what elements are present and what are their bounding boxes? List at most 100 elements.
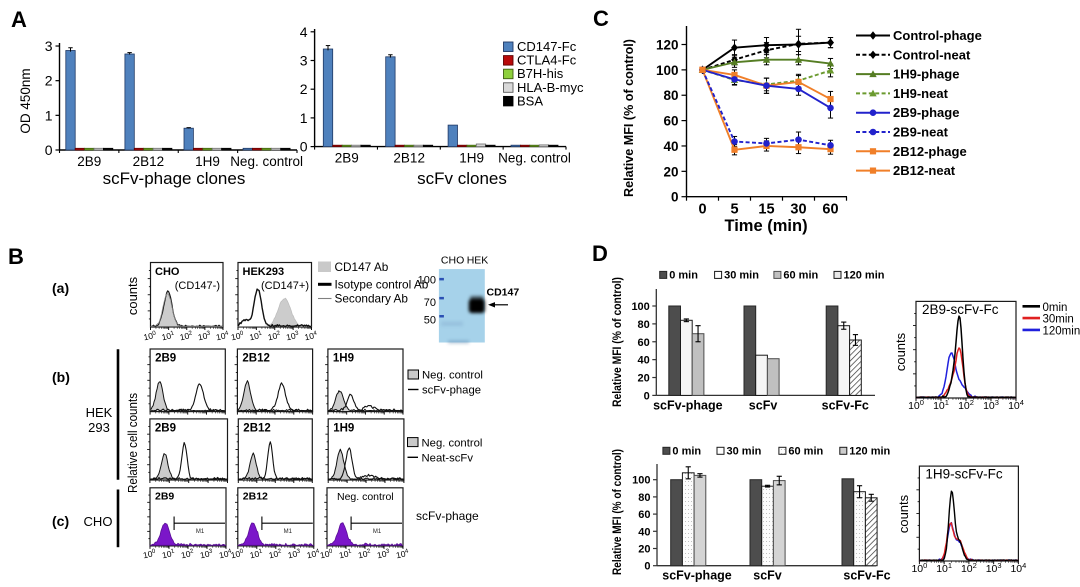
svg-text:1H9-scFv-Fc: 1H9-scFv-Fc (925, 467, 1002, 482)
svg-text:103: 103 (285, 329, 300, 342)
svg-text:Neg. control: Neg. control (498, 151, 571, 166)
svg-text:Secondary Ab: Secondary Ab (335, 292, 409, 306)
svg-text:scFv-phage: scFv-phage (653, 399, 723, 413)
svg-text:100: 100 (142, 329, 157, 342)
svg-text:0: 0 (300, 139, 308, 155)
svg-text:2B12: 2B12 (393, 151, 425, 166)
svg-text:1H9-neat: 1H9-neat (893, 86, 949, 101)
svg-text:Isotype control Ab: Isotype control Ab (335, 278, 429, 292)
svg-text:1H9-phage: 1H9-phage (893, 67, 959, 82)
svg-text:Relative MFI (% of control): Relative MFI (% of control) (612, 449, 624, 575)
svg-text:80: 80 (638, 492, 650, 504)
svg-text:104: 104 (215, 329, 230, 342)
svg-text:0: 0 (671, 190, 679, 205)
svg-text:103: 103 (199, 547, 214, 560)
svg-text:Control-phage: Control-phage (893, 28, 982, 43)
svg-text:103: 103 (986, 561, 1002, 575)
svg-text:3: 3 (45, 38, 53, 54)
svg-text:100: 100 (319, 547, 334, 560)
svg-text:CHO: CHO (84, 514, 113, 529)
svg-text:30 min: 30 min (724, 270, 759, 282)
svg-text:0: 0 (644, 390, 650, 402)
svg-text:5: 5 (730, 202, 738, 218)
svg-text:Neg. control: Neg. control (230, 154, 303, 169)
svg-text:OD 450nm: OD 450nm (18, 68, 33, 133)
svg-text:60 min: 60 min (788, 446, 823, 458)
svg-text:20: 20 (663, 164, 678, 179)
svg-text:100: 100 (632, 475, 650, 487)
svg-text:30min: 30min (1043, 314, 1074, 326)
svg-text:1: 1 (45, 107, 53, 123)
svg-text:CHO: CHO (155, 266, 180, 278)
svg-text:CD147: CD147 (487, 287, 520, 299)
svg-text:(a): (a) (52, 280, 69, 296)
svg-text:101: 101 (161, 547, 176, 560)
svg-text:40: 40 (638, 526, 650, 538)
svg-text:2B12: 2B12 (242, 353, 270, 365)
svg-text:101: 101 (338, 547, 353, 560)
svg-text:15: 15 (758, 202, 774, 218)
svg-text:102: 102 (180, 547, 195, 560)
svg-text:2B12-phage: 2B12-phage (893, 144, 967, 159)
svg-text:20: 20 (638, 373, 650, 385)
svg-text:scFv-phage clones: scFv-phage clones (103, 169, 246, 188)
svg-text:1H9: 1H9 (333, 423, 354, 435)
svg-text:scFv-phage: scFv-phage (662, 569, 732, 583)
svg-text:100: 100 (418, 274, 436, 286)
svg-text:Relative cell counts: Relative cell counts (125, 393, 140, 493)
svg-text:CHO: CHO (441, 255, 464, 267)
svg-text:1H9: 1H9 (195, 154, 220, 169)
svg-text:102: 102 (357, 547, 372, 560)
svg-text:2B9: 2B9 (77, 154, 101, 169)
svg-text:120 min: 120 min (849, 446, 890, 458)
svg-text:Time (min): Time (min) (724, 217, 807, 235)
svg-text:2B12: 2B12 (243, 491, 268, 503)
svg-text:101: 101 (936, 561, 952, 575)
svg-text:Relative MFI (% of control): Relative MFI (% of control) (612, 277, 624, 407)
svg-text:2B9-phage: 2B9-phage (893, 105, 959, 120)
svg-text:(CD147+): (CD147+) (261, 280, 309, 292)
svg-text:Relative MFI (% of control): Relative MFI (% of control) (621, 39, 636, 197)
svg-text:(c): (c) (52, 513, 69, 529)
svg-text:M1: M1 (196, 529, 205, 535)
svg-text:100: 100 (230, 329, 245, 342)
svg-text:Neg. control: Neg. control (422, 370, 483, 382)
svg-text:2B9-scFv-Fc: 2B9-scFv-Fc (922, 302, 999, 317)
svg-text:100: 100 (142, 547, 157, 560)
svg-text:2B9: 2B9 (155, 491, 174, 503)
svg-text:104: 104 (395, 547, 410, 560)
svg-text:counts: counts (893, 332, 908, 371)
svg-text:30: 30 (790, 202, 806, 218)
svg-text:60 min: 60 min (783, 270, 818, 282)
svg-text:B7H-his: B7H-his (517, 66, 564, 81)
svg-text:2B12: 2B12 (133, 154, 165, 169)
svg-text:0min: 0min (1043, 302, 1068, 314)
svg-text:100: 100 (656, 63, 679, 78)
svg-text:103: 103 (287, 547, 302, 560)
svg-text:HEK: HEK (86, 405, 113, 420)
svg-text:102: 102 (268, 547, 283, 560)
svg-text:(CD147-): (CD147-) (175, 280, 220, 292)
svg-text:101: 101 (248, 329, 263, 342)
svg-text:2B9: 2B9 (335, 151, 359, 166)
svg-text:Control-neat: Control-neat (893, 47, 971, 62)
svg-text:(b): (b) (52, 369, 70, 385)
svg-text:M1: M1 (373, 529, 382, 535)
svg-text:1: 1 (300, 110, 308, 126)
svg-text:80: 80 (663, 88, 678, 103)
svg-text:B: B (8, 244, 24, 269)
svg-text:1H9: 1H9 (459, 151, 484, 166)
svg-text:40: 40 (663, 139, 678, 154)
svg-text:102: 102 (961, 561, 977, 575)
svg-text:80: 80 (638, 319, 650, 331)
svg-text:102: 102 (179, 329, 194, 342)
svg-text:CD147 Ab: CD147 Ab (335, 260, 389, 274)
svg-text:101: 101 (249, 547, 264, 560)
svg-text:40: 40 (638, 355, 650, 367)
svg-text:2: 2 (45, 73, 53, 89)
svg-text:2: 2 (300, 81, 308, 97)
svg-text:C: C (593, 6, 609, 31)
svg-text:120min: 120min (1043, 325, 1080, 337)
svg-text:2B9: 2B9 (155, 423, 176, 435)
svg-text:CD147-Fc: CD147-Fc (517, 39, 577, 54)
